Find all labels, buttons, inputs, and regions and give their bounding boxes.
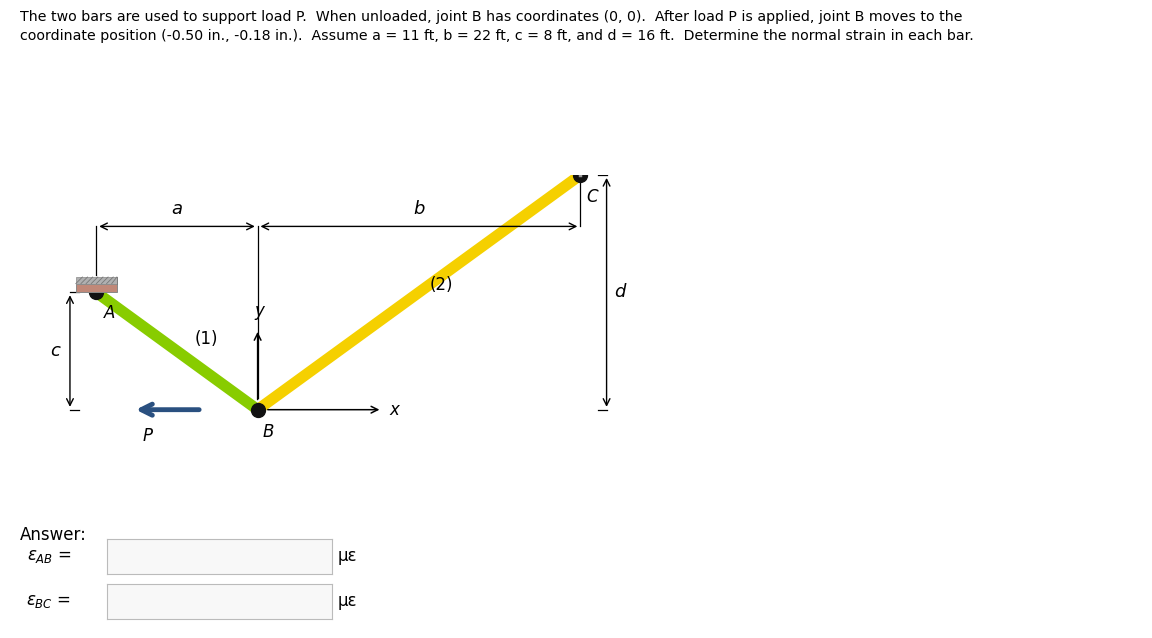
Bar bbox=[76, 284, 116, 292]
Text: i: i bbox=[88, 592, 94, 611]
Text: με: με bbox=[338, 547, 357, 565]
Text: x: x bbox=[389, 401, 400, 419]
Bar bbox=[76, 277, 116, 284]
Text: (2): (2) bbox=[430, 276, 453, 294]
Text: $\varepsilon_{AB}$ =: $\varepsilon_{AB}$ = bbox=[26, 547, 71, 565]
Text: Answer:: Answer: bbox=[20, 526, 86, 544]
Text: coordinate position (-0.50 in., -0.18 in.).  Assume a = 11 ft, b = 22 ft, c = 8 : coordinate position (-0.50 in., -0.18 in… bbox=[20, 29, 973, 43]
Text: $\varepsilon_{BC}$ =: $\varepsilon_{BC}$ = bbox=[26, 592, 71, 610]
Text: P: P bbox=[143, 427, 153, 445]
Text: b: b bbox=[414, 200, 425, 218]
Text: i: i bbox=[88, 547, 94, 566]
Text: B: B bbox=[263, 423, 274, 441]
Text: (1): (1) bbox=[195, 330, 218, 348]
Text: με: με bbox=[338, 592, 357, 610]
Text: A: A bbox=[104, 304, 115, 322]
Bar bbox=[560, 160, 600, 167]
Text: y: y bbox=[255, 302, 264, 320]
Text: The two bars are used to support load P.  When unloaded, joint B has coordinates: The two bars are used to support load P.… bbox=[20, 10, 962, 24]
Text: a: a bbox=[172, 200, 182, 218]
Text: C: C bbox=[586, 188, 598, 206]
Text: d: d bbox=[614, 283, 626, 301]
Bar bbox=[560, 167, 600, 174]
Text: c: c bbox=[50, 342, 60, 360]
